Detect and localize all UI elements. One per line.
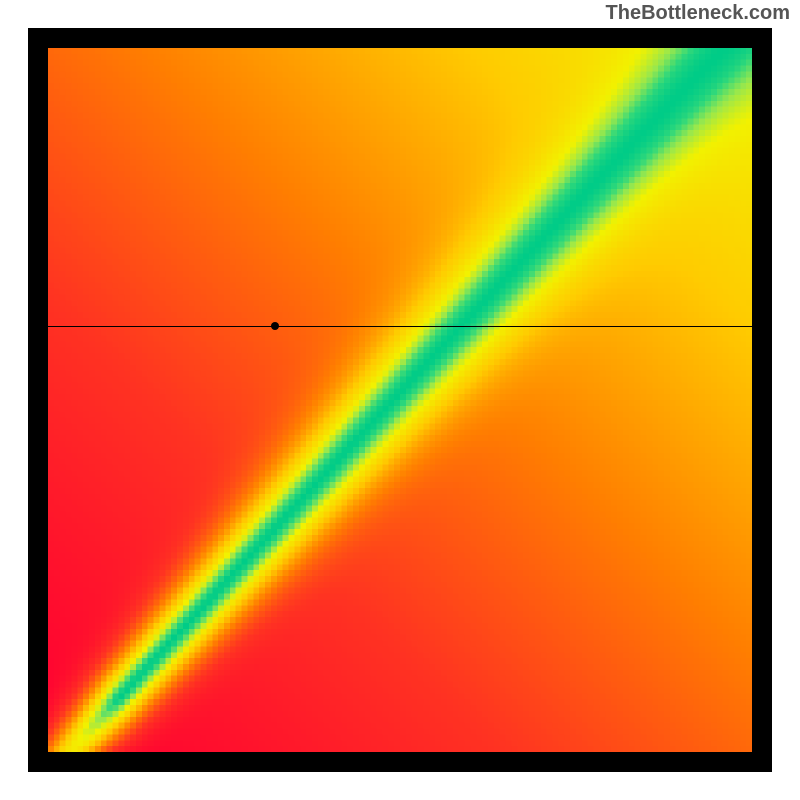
heatmap-canvas bbox=[48, 48, 752, 752]
watermark-text: TheBottleneck.com bbox=[606, 2, 790, 25]
chart-container: TheBottleneck.com bbox=[0, 0, 800, 800]
plot-frame bbox=[28, 28, 772, 772]
plot-area bbox=[48, 48, 752, 752]
